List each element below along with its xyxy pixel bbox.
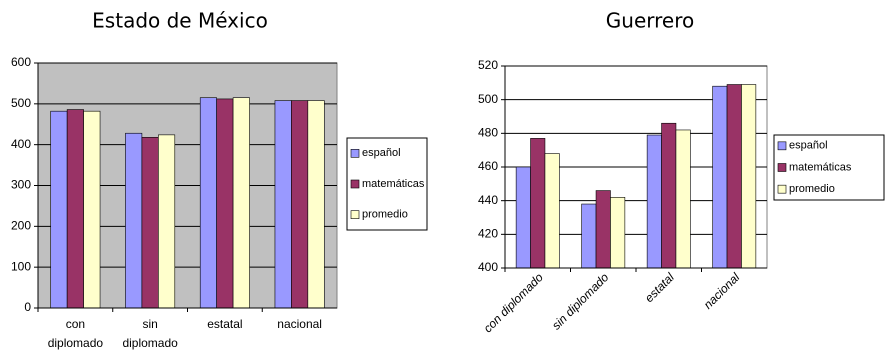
legend-label: español xyxy=(362,147,401,159)
y-tick-label: 520 xyxy=(478,58,498,72)
bar xyxy=(50,110,68,309)
bar xyxy=(581,203,597,269)
legend-label: matemáticas xyxy=(789,161,852,173)
y-tick-label: 600 xyxy=(11,55,31,69)
legend-swatch xyxy=(777,163,787,172)
chart-title: Guerrero xyxy=(606,9,694,33)
legend-swatch xyxy=(350,179,360,189)
legend-swatch xyxy=(777,141,787,151)
bar xyxy=(646,134,662,269)
y-tick-label: 0 xyxy=(24,300,31,314)
legend-label: promedio xyxy=(789,183,835,195)
y-tick-label: 440 xyxy=(478,193,498,207)
x-tick-label: nacional xyxy=(277,317,322,331)
bar xyxy=(741,84,757,269)
bar xyxy=(199,97,217,309)
bar xyxy=(158,134,176,309)
y-tick-label: 300 xyxy=(11,178,31,192)
bar xyxy=(66,109,84,309)
bar xyxy=(712,85,728,269)
legend-box xyxy=(346,137,428,231)
bar xyxy=(595,190,611,269)
x-tick-label: sin diplomado xyxy=(549,270,611,332)
bar xyxy=(726,84,742,269)
x-tick-label: estatal xyxy=(642,270,677,305)
legend-swatch xyxy=(350,210,360,219)
bar xyxy=(530,138,546,269)
legend-label: matemáticas xyxy=(362,178,425,190)
x-tick-label: nacional xyxy=(701,270,743,312)
y-tick-label: 200 xyxy=(11,219,31,233)
bar xyxy=(610,197,626,269)
bar xyxy=(307,100,325,309)
y-tick-label: 500 xyxy=(478,92,498,106)
bar xyxy=(274,100,292,309)
y-tick-label: 400 xyxy=(11,137,31,151)
y-tick-label: 480 xyxy=(478,126,498,140)
legend-swatch xyxy=(777,184,787,194)
bar xyxy=(125,132,143,309)
bar xyxy=(544,153,560,269)
legend-label: promedio xyxy=(362,209,408,221)
bar xyxy=(232,97,250,309)
bar xyxy=(515,166,531,269)
bar xyxy=(291,100,309,309)
x-tick-label: con diplomado xyxy=(481,270,546,335)
bar xyxy=(141,137,159,309)
y-tick-label: 100 xyxy=(11,259,31,273)
y-tick-label: 460 xyxy=(478,159,498,173)
y-tick-label: 500 xyxy=(11,96,31,110)
x-tick-label: con diplomado xyxy=(48,317,104,350)
bar xyxy=(83,110,101,309)
x-tick-label: sin diplomado xyxy=(122,317,178,350)
legend-swatch xyxy=(350,149,360,158)
y-tick-label: 400 xyxy=(478,260,498,274)
y-tick-label: 420 xyxy=(478,227,498,241)
bar xyxy=(216,98,234,309)
bar xyxy=(675,129,691,269)
x-tick-label: estatal xyxy=(207,317,242,331)
legend-box xyxy=(773,134,885,201)
legend-label: español xyxy=(789,140,828,152)
bar xyxy=(661,122,677,269)
chart-title: Estado de México xyxy=(92,9,268,33)
